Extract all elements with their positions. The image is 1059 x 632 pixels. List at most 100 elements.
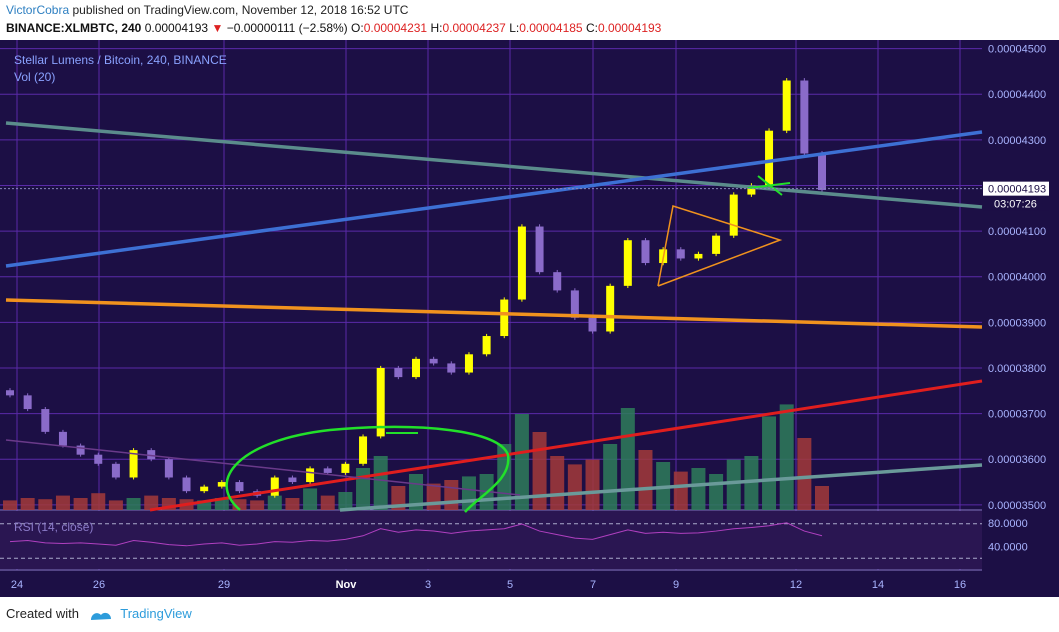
down-arrow-icon: ▼ bbox=[211, 21, 224, 35]
trendline-teal-lower[interactable] bbox=[339, 463, 983, 512]
candle-body bbox=[6, 390, 14, 396]
candle-body bbox=[217, 482, 226, 487]
price-change: −0.00000111 (−2.58%) bbox=[226, 21, 348, 35]
candle-body bbox=[800, 80, 809, 154]
open-label: O: bbox=[351, 21, 364, 35]
price-axis-background bbox=[982, 40, 1059, 597]
volume-bar bbox=[444, 480, 459, 510]
candle-body bbox=[570, 290, 579, 318]
footer: Created with TradingView bbox=[6, 606, 192, 622]
price-axis[interactable]: 0.000045000.000044000.000043000.00004200… bbox=[988, 44, 1046, 554]
trendline-blue[interactable] bbox=[5, 130, 983, 268]
rsi-tick-label: 40.0000 bbox=[988, 541, 1028, 553]
candle-body bbox=[412, 358, 420, 378]
time-tick-label: 9 bbox=[673, 579, 679, 591]
candle-body bbox=[200, 486, 209, 492]
candle-body bbox=[535, 226, 544, 273]
price-tick-label: 0.00004000 bbox=[988, 272, 1046, 284]
candle-body bbox=[323, 468, 332, 473]
triangle-pattern[interactable] bbox=[657, 205, 783, 287]
rsi-label: RSI (14, close) bbox=[14, 520, 93, 534]
volume-bar bbox=[603, 444, 618, 510]
trendline-orange[interactable] bbox=[5, 298, 983, 329]
candle-body bbox=[359, 436, 368, 464]
price-tick-label: 0.00004300 bbox=[988, 135, 1046, 147]
candle-body bbox=[765, 130, 774, 186]
candle-body bbox=[288, 477, 297, 483]
candle-body bbox=[394, 367, 403, 378]
cross-mark-icon bbox=[747, 175, 791, 196]
candles bbox=[6, 78, 826, 498]
volume-bar bbox=[108, 500, 123, 510]
volume-bar bbox=[320, 495, 335, 510]
rsi-tick-label: 80.0000 bbox=[988, 518, 1028, 530]
time-axis[interactable]: 24 26 29 Nov 3 5 7 9 12 14 16 bbox=[11, 579, 966, 591]
low-value: 0.00004185 bbox=[519, 21, 583, 35]
candle-body bbox=[747, 185, 756, 195]
chart-title: Stellar Lumens / Bitcoin, 240, BINANCE bbox=[14, 53, 227, 67]
volume-bar bbox=[267, 495, 282, 510]
volume-bar bbox=[726, 459, 741, 510]
tradingview-link[interactable]: TradingView bbox=[120, 606, 192, 621]
volume-bar bbox=[620, 408, 635, 510]
volume-bar bbox=[303, 488, 318, 510]
volume-bar bbox=[126, 498, 141, 510]
candle-body bbox=[23, 395, 32, 410]
candle-body bbox=[500, 299, 509, 337]
candle-body bbox=[606, 285, 615, 332]
volume-bar bbox=[38, 499, 53, 510]
price-tick-label: 0.00004400 bbox=[988, 89, 1046, 101]
candle-body bbox=[782, 80, 791, 131]
candle-body bbox=[429, 358, 438, 364]
candle-body bbox=[623, 240, 632, 286]
volume-bar bbox=[250, 500, 265, 510]
trendline-teal-upper[interactable] bbox=[5, 121, 983, 209]
volume-bar bbox=[567, 464, 582, 510]
highlight-circle[interactable] bbox=[225, 425, 510, 513]
last-price: 0.00004193 bbox=[144, 21, 209, 35]
price-tick-label: 0.00003700 bbox=[988, 409, 1046, 421]
price-tick-label: 0.00004500 bbox=[988, 44, 1046, 56]
ohlc-row: BINANCE:XLMBTC, 240 0.00004193 ▼ −0.0000… bbox=[6, 21, 661, 35]
volume-bar bbox=[673, 471, 688, 510]
time-tick-label: Nov bbox=[336, 579, 358, 591]
volume-bar bbox=[691, 468, 706, 510]
author-link[interactable]: VictorCobra bbox=[6, 3, 70, 17]
candle-body bbox=[676, 249, 685, 259]
candle-body bbox=[729, 194, 738, 236]
price-tick-label: 0.00003900 bbox=[988, 317, 1046, 329]
rsi-band bbox=[0, 511, 982, 569]
candle-body bbox=[553, 272, 562, 291]
volume-bar bbox=[91, 493, 106, 510]
candle-body bbox=[147, 450, 156, 460]
candle-body bbox=[482, 336, 491, 355]
candle-body bbox=[58, 431, 67, 446]
tradingview-logo-icon bbox=[90, 612, 111, 620]
rsi-panel bbox=[0, 511, 982, 569]
candle-body bbox=[270, 477, 279, 496]
volume-bar bbox=[356, 468, 371, 510]
price-chart[interactable]: Stellar Lumens / Bitcoin, 240, BINANCE V… bbox=[0, 40, 1059, 600]
volume-bar bbox=[144, 495, 159, 510]
volume-bars bbox=[3, 404, 829, 510]
trendline-purple[interactable] bbox=[5, 439, 521, 496]
volume-bar bbox=[197, 500, 212, 510]
publish-info: VictorCobra published on TradingView.com… bbox=[6, 3, 408, 17]
volume-bar bbox=[373, 456, 388, 510]
time-tick-label: 26 bbox=[93, 579, 105, 591]
candle-body bbox=[111, 463, 120, 478]
volume-bar bbox=[214, 498, 229, 510]
volume-bar bbox=[514, 414, 529, 510]
candle-body bbox=[588, 317, 597, 332]
candle-body bbox=[694, 253, 703, 259]
time-tick-label: 16 bbox=[954, 579, 966, 591]
candle-body bbox=[712, 235, 721, 254]
volume-label: Vol (20) bbox=[14, 70, 55, 84]
candle-body bbox=[76, 445, 85, 455]
trendline-red[interactable] bbox=[149, 379, 983, 512]
volume-bar bbox=[20, 498, 35, 510]
volume-bar bbox=[744, 456, 759, 510]
volume-bar bbox=[285, 498, 300, 510]
volume-bar bbox=[232, 499, 247, 510]
candle-body bbox=[94, 454, 103, 464]
